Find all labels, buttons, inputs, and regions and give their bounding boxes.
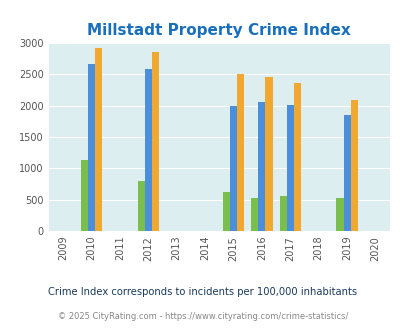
Bar (350, 100, 357, 231)
Bar (151, 52, 158, 231)
Bar (251, 198, 258, 231)
Bar (237, 74, 243, 231)
Bar (95, 48, 102, 231)
Bar (265, 77, 272, 231)
Title: Millstadt Property Crime Index: Millstadt Property Crime Index (87, 22, 350, 38)
Bar (137, 182, 144, 231)
Bar (343, 115, 350, 231)
Bar (87, 64, 95, 231)
Text: Crime Index corresponds to incidents per 100,000 inhabitants: Crime Index corresponds to incidents per… (48, 287, 357, 297)
Bar (293, 83, 300, 231)
Bar (144, 69, 151, 231)
Bar (258, 102, 265, 231)
Text: © 2025 CityRating.com - https://www.cityrating.com/crime-statistics/: © 2025 CityRating.com - https://www.city… (58, 312, 347, 321)
Bar (336, 198, 343, 231)
Bar (229, 106, 237, 231)
Bar (222, 192, 229, 231)
Bar (81, 160, 87, 231)
Bar (279, 196, 286, 231)
Bar (286, 105, 293, 231)
